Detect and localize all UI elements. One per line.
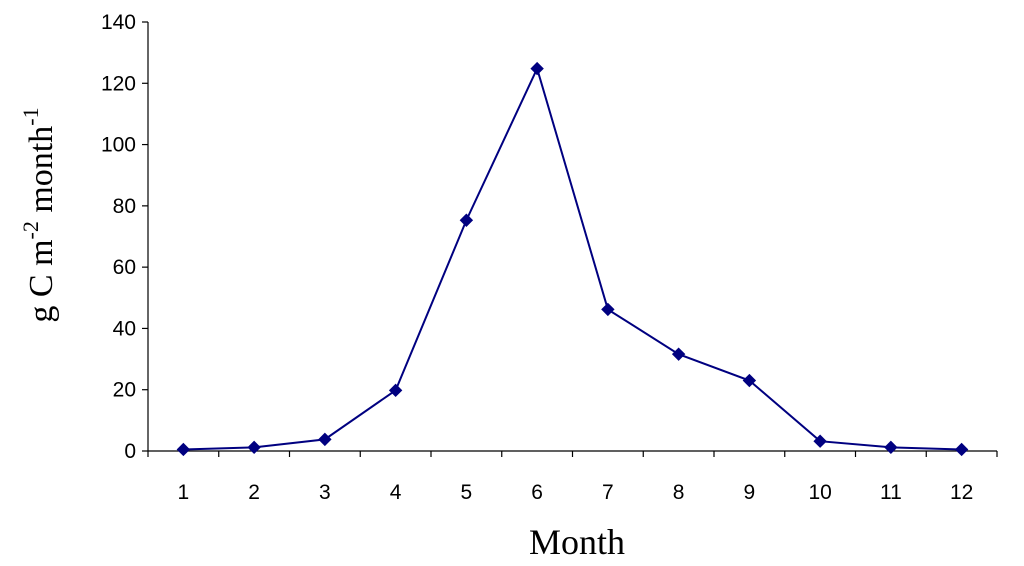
y-axis-title-exponent-m: -2 (18, 221, 43, 239)
y-tick-label: 140 (101, 11, 136, 34)
data-point (530, 61, 544, 76)
x-tick-label: 4 (390, 481, 402, 504)
data-point (671, 347, 686, 361)
data-point (388, 383, 403, 398)
data-point (176, 442, 191, 457)
data-point (813, 434, 827, 448)
x-tick-label: 11 (880, 481, 902, 504)
data-point (247, 440, 261, 455)
x-axis: 1 2 3 4 5 6 7 8 9 10 11 12 (147, 450, 998, 504)
data-point (954, 442, 969, 457)
data-point (601, 302, 615, 317)
x-tick-label: 10 (808, 481, 831, 504)
x-tick-label: 1 (178, 481, 190, 504)
x-tick-label: 12 (950, 481, 973, 504)
series-line (183, 65, 962, 451)
y-tick-label: 0 (124, 440, 136, 463)
x-tick-label: 3 (319, 481, 331, 504)
y-tick-label: 100 (101, 134, 136, 157)
data-point (318, 432, 332, 447)
y-axis-title-unit-month: month (23, 126, 60, 221)
x-tick-label: 7 (602, 481, 614, 504)
x-tick-label: 9 (744, 481, 756, 504)
data-point (884, 440, 898, 455)
y-axis-title-unit-g-c-m: g C m (23, 239, 60, 322)
y-tick-label: 20 (113, 379, 136, 402)
y-tick-label: 40 (113, 317, 136, 340)
x-axis-title: Month (529, 522, 625, 562)
y-axis: 0 20 40 60 80 100 120 140 (101, 11, 149, 463)
y-axis-title-exponent-month: -1 (18, 107, 43, 125)
x-tick-label: 5 (461, 481, 473, 504)
data-point (459, 213, 474, 227)
y-tick-label: 120 (101, 72, 136, 95)
y-axis-title: g C m-2 month-1 (18, 107, 60, 322)
data-point (742, 373, 757, 388)
x-tick-label: 2 (248, 481, 260, 504)
y-tick-label: 80 (113, 195, 136, 218)
x-tick-label: 6 (531, 481, 543, 504)
plot-area (176, 61, 969, 457)
x-tick-label: 8 (673, 481, 685, 504)
y-tick-label: 60 (113, 256, 136, 279)
